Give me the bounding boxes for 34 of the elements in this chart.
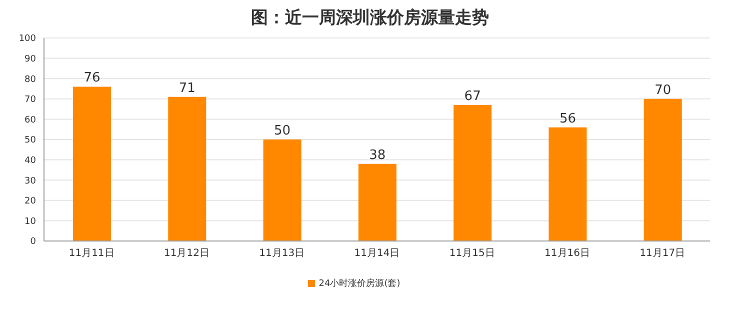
y-tick-label: 40: [24, 156, 36, 166]
bar: [263, 140, 302, 241]
data-label: 70: [654, 82, 672, 98]
x-tick-label: 11月15日: [449, 248, 495, 260]
bar: [168, 96, 206, 241]
chart-title: 图：近一周深圳涨价房源量走势: [250, 8, 490, 30]
bar: [548, 127, 587, 241]
y-tick-label: 30: [24, 176, 36, 186]
y-tick-label: 100: [18, 34, 36, 44]
x-tick-label: 11月14日: [354, 248, 400, 260]
bar: [358, 164, 396, 241]
y-tick-label: 0: [30, 237, 36, 248]
legend-label: 24小时涨价房源(套): [318, 279, 400, 289]
y-tick-label: 10: [24, 216, 36, 227]
x-tick-label: 11月11日: [68, 248, 114, 260]
data-label: 71: [178, 80, 196, 96]
y-tick-label: 90: [24, 54, 36, 64]
data-label: 50: [274, 124, 291, 138]
x-tick-label: 11月17日: [640, 248, 686, 260]
bar: [454, 104, 492, 241]
data-label: 56: [559, 111, 576, 126]
y-tick-label: 70: [24, 95, 36, 106]
bar: [73, 86, 111, 241]
y-tick-label: 80: [24, 74, 36, 85]
y-tick-label: 20: [24, 196, 36, 207]
data-label: 76: [84, 70, 100, 86]
y-tick-label: 60: [24, 115, 36, 126]
data-label: 38: [369, 148, 386, 163]
x-tick-label: 11月16日: [544, 248, 590, 260]
x-tick-label: 11月12日: [164, 248, 210, 260]
x-tick-label: 11月13日: [259, 248, 305, 260]
y-tick-label: 50: [24, 136, 36, 146]
data-label: 67: [464, 88, 481, 104]
bar: [644, 98, 682, 241]
